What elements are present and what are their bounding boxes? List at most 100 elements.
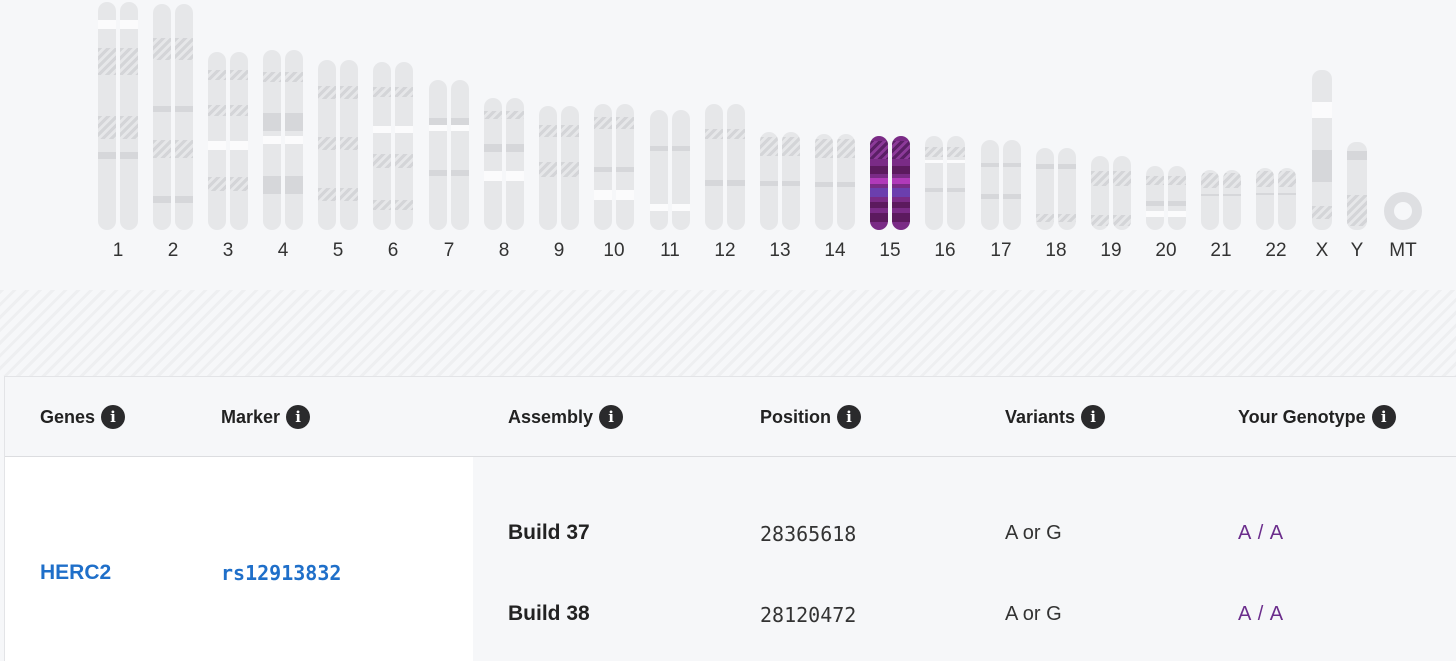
chromosome-band <box>373 87 391 98</box>
chromosome-band <box>451 170 469 176</box>
chromosome-10[interactable]: 10 <box>584 0 644 270</box>
chromosome-band <box>120 47 138 75</box>
chromosome-band <box>594 189 612 200</box>
header-assembly-label: Assembly <box>508 406 594 427</box>
chromosome-pair <box>198 52 258 230</box>
chromosome-19[interactable]: 19 <box>1081 0 1141 270</box>
genotype-info-icon[interactable]: i <box>1371 405 1396 429</box>
chromosome-band <box>981 194 999 200</box>
variants-info-icon[interactable]: i <box>1081 405 1106 429</box>
chromosome-21[interactable]: 21 <box>1191 0 1251 270</box>
chromosome-band <box>153 139 171 158</box>
chromosome-pair <box>805 134 865 230</box>
chromosome-band <box>175 139 193 158</box>
chromatid <box>395 62 413 230</box>
position-info-icon[interactable]: i <box>837 405 861 429</box>
header-genotype: Your Genotype i <box>1238 403 1396 431</box>
chromosome-band <box>1058 164 1076 170</box>
genes-info-icon[interactable]: i <box>101 405 126 429</box>
variants-value: A or G <box>1005 603 1062 625</box>
chromatid <box>892 136 910 230</box>
chromosome-14[interactable]: 14 <box>805 0 865 270</box>
chromosome-band <box>1312 150 1332 182</box>
chromosome-6[interactable]: 6 <box>363 0 423 270</box>
chromosome-band <box>539 161 557 177</box>
chromosome-3[interactable]: 3 <box>198 0 258 270</box>
chromosome-band <box>727 179 745 186</box>
chromosome-label: Y <box>1350 240 1364 261</box>
assembly-value: Build 38 <box>508 602 590 625</box>
chromosome-band <box>340 136 358 151</box>
chromosome-band <box>594 116 612 130</box>
chromosome-y[interactable]: Y <box>1327 0 1387 270</box>
position-value: 28365618 <box>760 522 857 546</box>
chromosome-pair <box>750 132 810 230</box>
chromosome-label: 4 <box>277 240 289 261</box>
chromatid <box>1113 156 1131 230</box>
chromosome-band <box>650 146 668 151</box>
chromosome-band <box>892 166 910 174</box>
chromosome-band <box>892 140 910 160</box>
chromosome-13[interactable]: 13 <box>750 0 810 270</box>
chromosome-band <box>318 187 336 202</box>
chromosome-band <box>98 152 116 160</box>
chromosome-18[interactable]: 18 <box>1026 0 1086 270</box>
chromosome-label: X <box>1315 240 1329 261</box>
chromosome-band <box>208 69 226 81</box>
chromosome-band <box>727 129 745 140</box>
chromatid <box>870 136 888 230</box>
chromosome-band <box>1223 194 1241 196</box>
chromosome-2[interactable]: 2 <box>143 0 203 270</box>
chromosome-band <box>208 141 226 150</box>
chromosome-band <box>153 196 171 203</box>
chromatid <box>484 98 502 230</box>
chromosome-band <box>175 37 193 61</box>
chromosome-pair <box>971 140 1031 230</box>
chromosome-band <box>1201 173 1219 188</box>
chromosome-11[interactable]: 11 <box>640 0 700 270</box>
chromosome-22[interactable]: 22 <box>1246 0 1306 270</box>
chromosome-band <box>263 136 281 144</box>
chromosome-1[interactable]: 1 <box>88 0 148 270</box>
assembly-value: Build 37 <box>508 521 590 544</box>
table-header: Genes i Marker i Assembly i Position i V… <box>5 377 1456 457</box>
chromosome-band <box>815 182 833 187</box>
chromosome-16[interactable]: 16 <box>915 0 975 270</box>
chromatid <box>1223 170 1241 230</box>
genotype-value: A / A <box>1238 603 1285 625</box>
chromosome-band <box>1003 162 1021 167</box>
chromosome-band <box>1312 102 1332 118</box>
chromosome-band <box>870 187 888 198</box>
chromosome-17[interactable]: 17 <box>971 0 1031 270</box>
chromosome-15[interactable]: 15 <box>860 0 920 270</box>
chromosome-7[interactable]: 7 <box>419 0 479 270</box>
chromosome-mt[interactable]: MT <box>1373 0 1433 270</box>
chromosome-pair <box>1081 156 1141 230</box>
chromosome-x[interactable]: X <box>1292 0 1352 270</box>
chromosome-band <box>561 161 579 177</box>
marker-info-icon[interactable]: i <box>286 405 311 429</box>
chromatid <box>1036 148 1054 230</box>
marker-link[interactable]: rs12913832 <box>221 561 342 585</box>
chromosome-band <box>705 129 723 140</box>
chromosome-12[interactable]: 12 <box>695 0 755 270</box>
chromosome-band <box>672 203 690 211</box>
chromosome-band <box>395 199 413 210</box>
chromatid <box>340 60 358 230</box>
chromosome-band <box>892 213 910 223</box>
chromosome-8[interactable]: 8 <box>474 0 534 270</box>
chromosome-4[interactable]: 4 <box>253 0 313 270</box>
chromosome-band <box>318 85 336 100</box>
gene-link[interactable]: HERC2 <box>40 561 112 584</box>
chromosome-20[interactable]: 20 <box>1136 0 1196 270</box>
chromosome-band <box>616 167 634 173</box>
karyotype-panel: 1 2 3 4 5 6 7 8 9 10 11 12 13 14 15 16 17 18 19 20 21 22 X Y MT <box>0 0 1456 290</box>
chromosome-5[interactable]: 5 <box>308 0 368 270</box>
chromosome-band <box>340 187 358 202</box>
chromosome-band <box>506 170 524 182</box>
chromosome-band <box>1256 192 1274 195</box>
chromosome-pair <box>860 136 920 230</box>
assembly-info-icon[interactable]: i <box>599 405 624 429</box>
chromosome-band <box>1113 215 1131 227</box>
chromosome-9[interactable]: 9 <box>529 0 589 270</box>
